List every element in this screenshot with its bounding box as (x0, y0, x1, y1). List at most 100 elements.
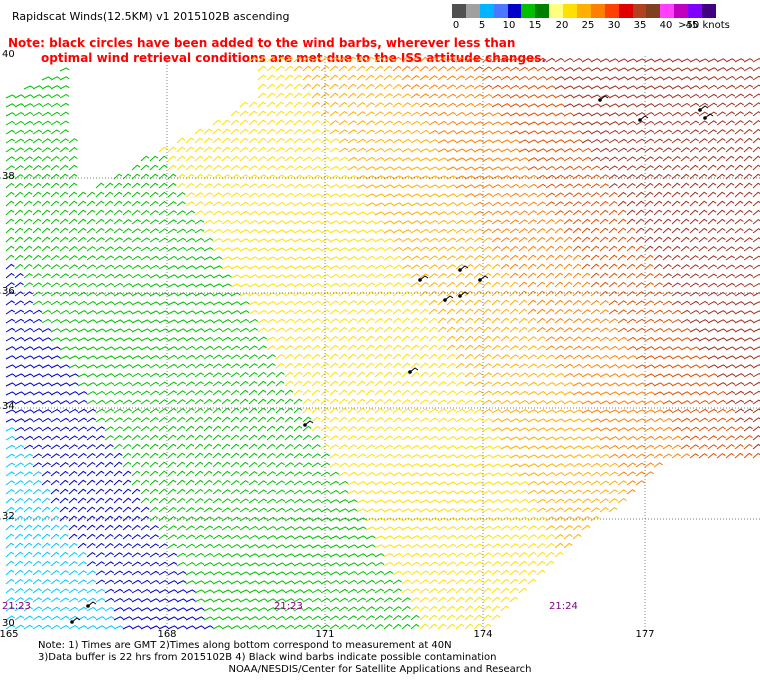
wind-barb (104, 533, 114, 540)
wind-barb (185, 354, 196, 360)
wind-barb (590, 498, 600, 504)
wind-barb (734, 390, 745, 396)
wind-barb (212, 119, 222, 126)
wind-barb (491, 552, 501, 558)
wind-barb (302, 238, 313, 243)
wind-barb (176, 292, 187, 297)
wind-barb (95, 426, 105, 432)
wind-barb (239, 192, 250, 198)
wind-barb (437, 417, 448, 423)
wind-barb (725, 111, 735, 117)
wind-barb (392, 544, 403, 549)
wind-barb (617, 471, 628, 477)
wind-barb (401, 65, 411, 72)
wind-barb (212, 543, 223, 549)
wind-barb (653, 103, 664, 108)
wind-barb (662, 209, 672, 216)
wind-barb (410, 211, 421, 216)
wind-barb (59, 173, 69, 180)
wind-barb (77, 497, 87, 504)
wind-barb (212, 598, 223, 603)
wind-barb (50, 227, 60, 234)
wind-barb (59, 155, 69, 162)
wind-barb (50, 182, 60, 189)
wind-barb (167, 543, 178, 549)
wind-barb (347, 471, 358, 477)
wind-barb (347, 517, 358, 522)
wind-barb (356, 624, 366, 630)
wind-barb (284, 101, 294, 108)
wind-barb (302, 544, 313, 549)
wind-barb (311, 291, 322, 297)
wind-barb (410, 129, 421, 135)
wind-barb (500, 534, 510, 540)
wind-barb (131, 255, 142, 261)
wind-barb (5, 263, 15, 270)
wind-barb (410, 417, 421, 423)
wind-barb (455, 102, 466, 108)
wind-barb (239, 247, 250, 252)
wind-barb (392, 93, 402, 99)
wind-barb (257, 119, 267, 126)
wind-barb (356, 138, 367, 144)
wind-barb (149, 497, 159, 504)
wind-barb (311, 65, 321, 72)
wind-barb (302, 380, 312, 387)
contaminated-wind-barb (599, 95, 609, 101)
wind-barb (374, 83, 384, 90)
wind-barb (185, 470, 195, 477)
wind-barb (50, 319, 61, 324)
wind-barb (437, 281, 447, 288)
wind-barb (221, 507, 231, 513)
wind-barb (329, 526, 340, 531)
wind-barb (113, 417, 123, 423)
wind-barb (653, 236, 663, 243)
wind-barb (50, 453, 60, 459)
wind-barb (401, 508, 412, 513)
wind-barb (365, 229, 376, 234)
wind-barb (635, 85, 646, 90)
wind-barb (149, 607, 160, 612)
wind-barb (725, 346, 736, 351)
wind-barb (59, 111, 70, 117)
wind-barb (491, 344, 501, 351)
wind-barb (167, 201, 177, 207)
wind-barb (392, 175, 403, 180)
wind-barb (32, 328, 43, 333)
wind-barb (689, 245, 699, 252)
wind-barb (302, 183, 313, 189)
wind-barb (356, 380, 366, 387)
wind-barb (149, 246, 160, 252)
wind-barb (536, 103, 547, 108)
wind-barb (338, 265, 349, 270)
wind-barb (455, 605, 465, 612)
wind-barb (122, 255, 133, 261)
wind-barb (185, 562, 196, 567)
wind-barb (509, 75, 520, 81)
wind-barb (203, 146, 213, 153)
wind-barb (95, 533, 105, 540)
wind-barb (32, 615, 43, 621)
wind-barb (113, 246, 123, 252)
wind-barb (113, 237, 123, 243)
wind-barb (518, 254, 528, 261)
wind-barb (509, 498, 520, 504)
wind-barb (752, 417, 760, 423)
wind-barb (41, 282, 51, 288)
wind-barb (293, 624, 304, 630)
wind-barb (428, 344, 438, 351)
wind-barb (743, 237, 753, 243)
wind-barb (41, 524, 51, 531)
wind-barb (203, 219, 214, 225)
wind-barb (635, 76, 646, 81)
wind-barb (149, 355, 160, 360)
wind-barb (446, 353, 456, 360)
wind-barb (293, 211, 304, 216)
wind-barb (482, 237, 492, 243)
wind-barb (374, 597, 384, 603)
wind-barb (455, 587, 465, 594)
wind-barb (239, 516, 250, 522)
wind-barb (374, 255, 385, 261)
wind-barb (383, 308, 393, 315)
wind-barb (419, 463, 430, 468)
